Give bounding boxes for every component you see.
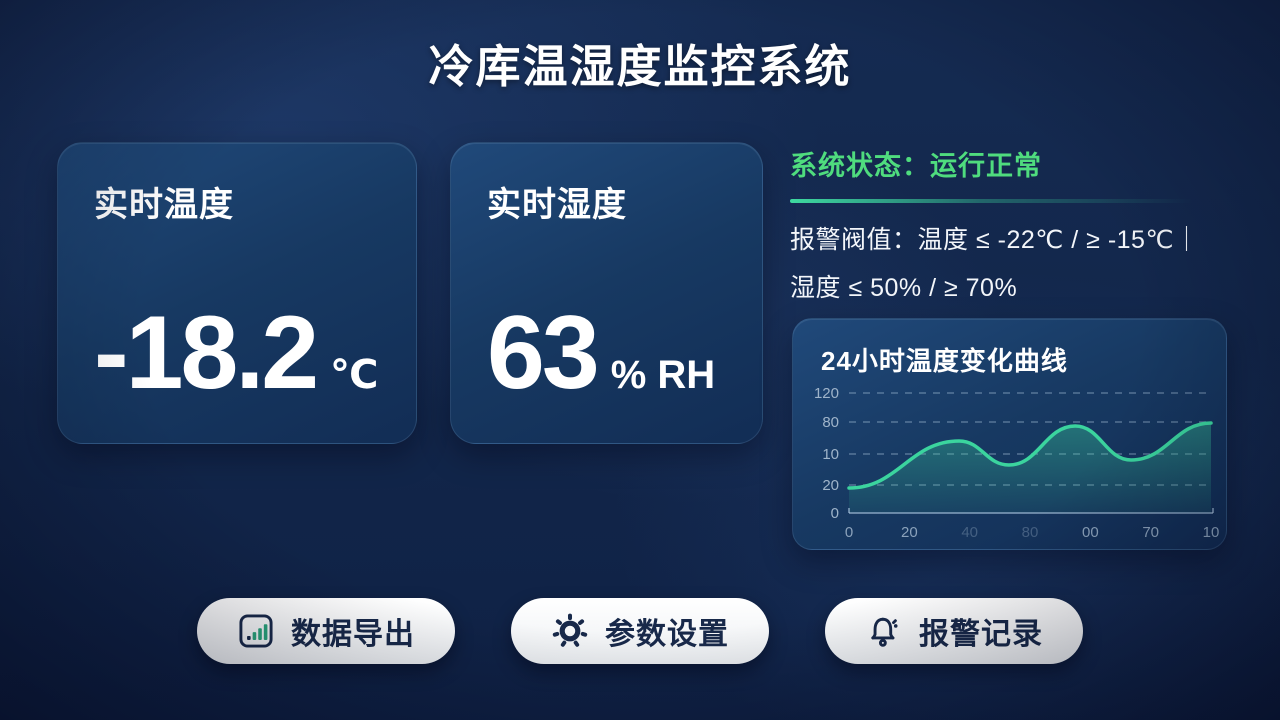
temperature-unit: ℃ [330, 353, 379, 397]
temperature-value: -18.2 [94, 295, 319, 411]
bar-chart-icon [239, 614, 273, 648]
alarm-records-button[interactable]: 报警记录 [825, 598, 1083, 664]
humidity-card: 实时湿度 63 % RH [450, 142, 763, 444]
humidity-value: 63 [487, 295, 600, 411]
svg-text:80: 80 [1022, 524, 1039, 541]
svg-text:20: 20 [822, 477, 839, 494]
page-title: 冷库温湿度监控系统 [428, 41, 852, 92]
svg-text:20: 20 [901, 524, 918, 541]
svg-text:10: 10 [1203, 524, 1220, 541]
svg-text:0: 0 [845, 524, 853, 541]
system-status-block: 系统状态：运行正常 报警阀值：温度 ≤ -22℃ / ≥ -15℃｜ 湿度 ≤ … [790, 144, 1238, 312]
parameter-settings-button[interactable]: 参数设置 [511, 598, 769, 664]
data-export-button[interactable]: 数据导出 [197, 598, 455, 664]
svg-text:0: 0 [831, 505, 839, 522]
svg-text:70: 70 [1142, 524, 1159, 541]
svg-text:10: 10 [822, 446, 839, 463]
gear-icon [552, 613, 588, 647]
humidity-unit: % RH [610, 353, 716, 397]
chart-area-fill [849, 423, 1211, 513]
temperature-chart-card: 24小时温度变化曲线 120 80 10 20 0 0 20 40 80 00 70 10 [792, 318, 1227, 550]
chart-line [847, 421, 1213, 490]
chart-y-axis-labels: 120 80 10 20 0 [814, 385, 839, 522]
svg-text:00: 00 [1082, 524, 1099, 541]
alarm-records-label: 报警记录 [919, 618, 1043, 651]
temperature-card: 实时温度 -18.2 ℃ [57, 142, 417, 444]
status-value: 运行正常 [930, 151, 1042, 181]
temperature-label: 实时温度 [94, 186, 234, 224]
status-divider [790, 199, 1214, 203]
threshold-line-1: 报警阀值：温度 ≤ -22℃ / ≥ -15℃｜ [790, 226, 1200, 254]
chart-title: 24小时温度变化曲线 [821, 346, 1068, 376]
data-export-label: 数据导出 [291, 618, 415, 651]
humidity-label: 实时湿度 [487, 186, 627, 224]
chart-x-axis [848, 508, 1214, 514]
threshold-line-2: 湿度 ≤ 50% / ≥ 70% [790, 273, 1018, 302]
parameter-settings-label: 参数设置 [605, 618, 729, 651]
chart-x-axis-labels: 0 20 40 80 00 70 10 [845, 524, 1220, 541]
temperature-line-chart: 120 80 10 20 0 0 20 40 80 00 70 10 [814, 385, 1220, 541]
status-label: 系统状态： [790, 151, 930, 181]
action-button-row: 数据导出 参数设置 [0, 598, 1280, 664]
bell-icon [871, 617, 898, 647]
svg-text:40: 40 [961, 524, 978, 541]
svg-text:80: 80 [822, 414, 839, 431]
svg-text:120: 120 [814, 385, 839, 402]
